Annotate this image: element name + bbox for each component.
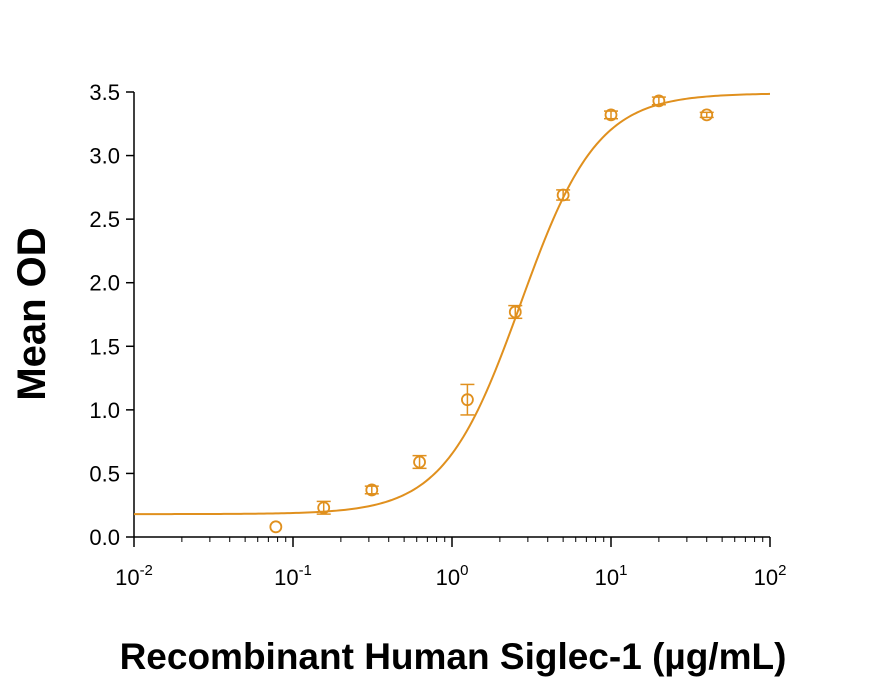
y-tick-label: 2.5	[89, 207, 120, 232]
y-ticks: 0.0 0.5 1.0 1.5 2.0 2.5 3.0 3.5	[89, 80, 134, 550]
x-ticks: 10-2 10-1 100 101 102	[115, 537, 786, 590]
data-point	[604, 108, 618, 122]
x-tick-label: 10-1	[274, 562, 312, 590]
data-point	[508, 305, 522, 319]
y-axis-title: Mean OD	[10, 227, 54, 400]
x-tick-label: 10-2	[115, 562, 153, 590]
x-tick-label: 101	[595, 562, 628, 590]
data-points	[269, 94, 714, 534]
data-point	[461, 393, 474, 407]
y-tick-label: 0.5	[89, 461, 120, 486]
y-tick-label: 3.5	[89, 80, 120, 105]
data-point	[652, 94, 666, 108]
x-axis-title: Recombinant Human Siglec-1 (µg/mL)	[120, 636, 787, 677]
data-point	[269, 520, 283, 534]
data-point	[413, 455, 426, 469]
x-tick-label: 102	[754, 562, 787, 590]
data-point	[700, 108, 714, 122]
data-point	[365, 483, 379, 497]
y-tick-label: 3.0	[89, 144, 120, 169]
y-tick-label: 0.0	[89, 525, 120, 550]
x-tick-label: 100	[436, 562, 469, 590]
y-tick-label: 1.0	[89, 398, 120, 423]
data-point	[317, 501, 331, 515]
axes	[133, 92, 770, 538]
y-tick-label: 2.0	[89, 271, 120, 296]
y-tick-label: 1.5	[89, 334, 120, 359]
fit-curve	[134, 92, 771, 516]
data-point	[556, 188, 570, 202]
